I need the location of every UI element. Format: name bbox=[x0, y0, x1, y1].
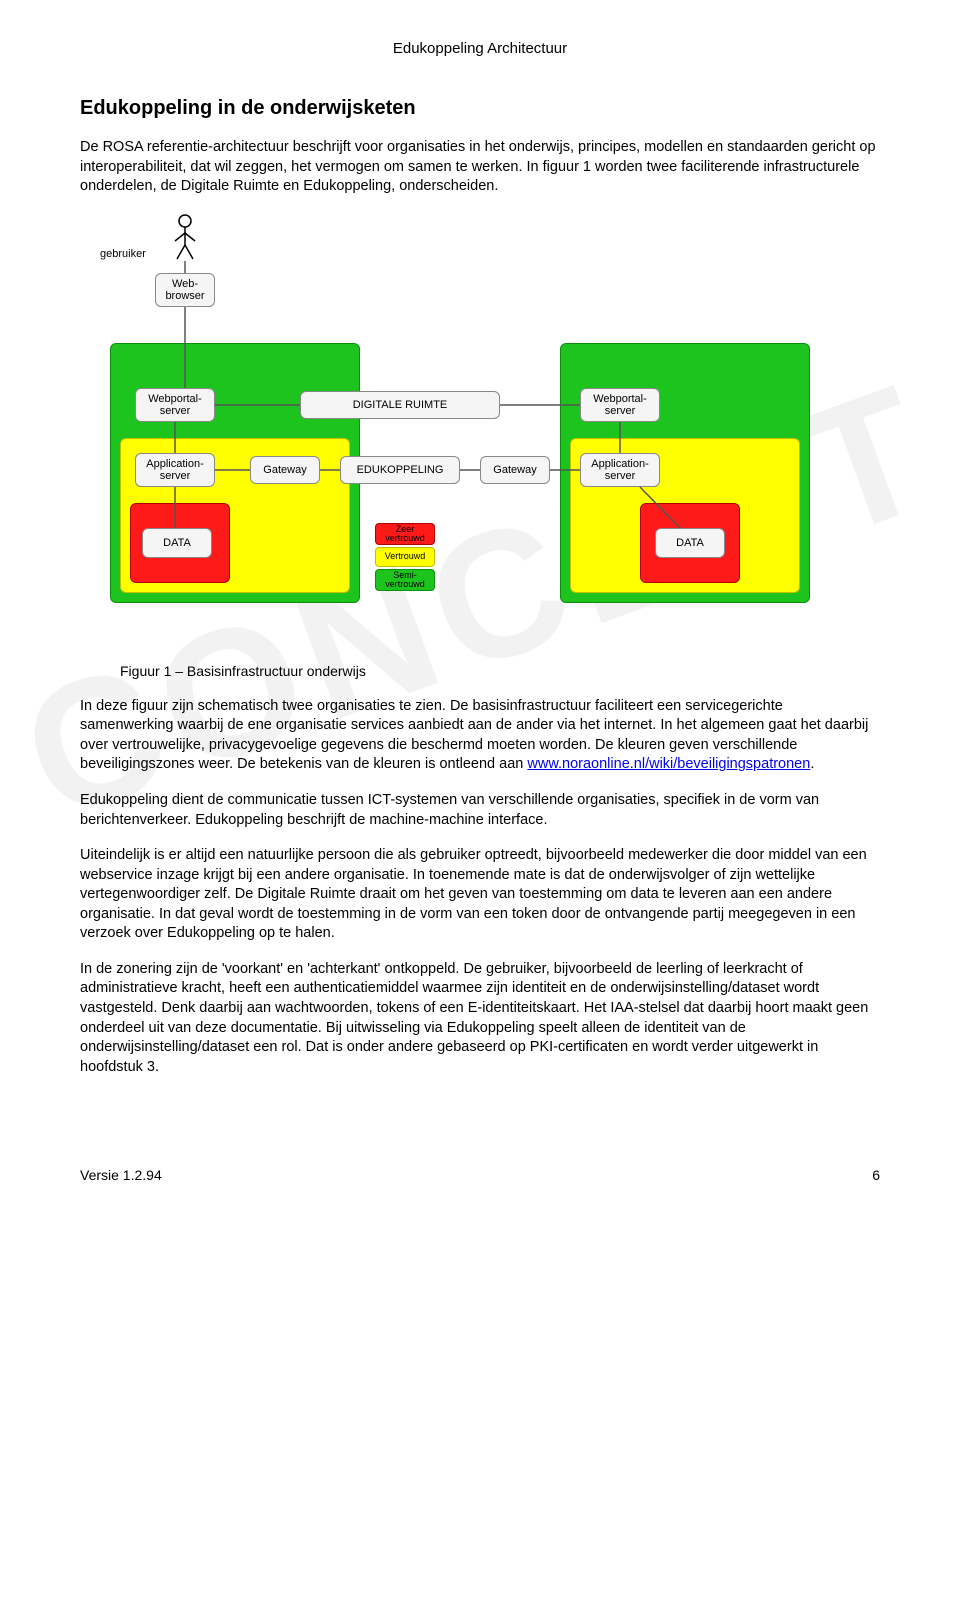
node-webportal-right: Webportal-server bbox=[580, 388, 660, 422]
paragraph-5: In de zonering zijn de 'voorkant' en 'ac… bbox=[80, 960, 880, 1077]
node-edukoppeling: EDUKOPPELING bbox=[340, 456, 460, 484]
paragraph-3: Edukoppeling dient de communicatie tusse… bbox=[80, 791, 880, 830]
node-webportal-left: Webportal-server bbox=[135, 388, 215, 422]
figure-caption: Figuur 1 – Basisinfrastructuur onderwijs bbox=[120, 663, 880, 679]
legend-semi: Semi-vertrouwd bbox=[375, 569, 435, 591]
node-gateway-right: Gateway bbox=[480, 456, 550, 484]
legend-zeer: Zeer vertrouwd bbox=[375, 523, 435, 545]
paragraph-2: In deze figuur zijn schematisch twee org… bbox=[80, 697, 880, 775]
user-icon bbox=[170, 213, 200, 263]
node-webbrowser: Web-browser bbox=[155, 273, 215, 307]
link-noraonline[interactable]: www.noraonline.nl/wiki/beveiligingspatro… bbox=[527, 756, 810, 772]
paragraph-intro: De ROSA referentie-architectuur beschrij… bbox=[80, 138, 880, 197]
node-data-left: DATA bbox=[142, 528, 212, 558]
figure-1-diagram: gebruiker Web-browser Webportal-server A… bbox=[80, 213, 840, 653]
node-application-right: Application-server bbox=[580, 453, 660, 487]
paragraph-4: Uiteindelijk is er altijd een natuurlijk… bbox=[80, 846, 880, 944]
paragraph-2b: . bbox=[810, 756, 814, 772]
doc-header: Edukoppeling Architectuur bbox=[80, 40, 880, 57]
legend-vertrouwd: Vertrouwd bbox=[375, 547, 435, 567]
node-application-left: Application-server bbox=[135, 453, 215, 487]
section-title: Edukoppeling in de onderwijsketen bbox=[80, 97, 880, 120]
user-label: gebruiker bbox=[100, 248, 146, 260]
node-gateway-left: Gateway bbox=[250, 456, 320, 484]
node-data-right: DATA bbox=[655, 528, 725, 558]
node-digitale-ruimte: DIGITALE RUIMTE bbox=[300, 391, 500, 419]
